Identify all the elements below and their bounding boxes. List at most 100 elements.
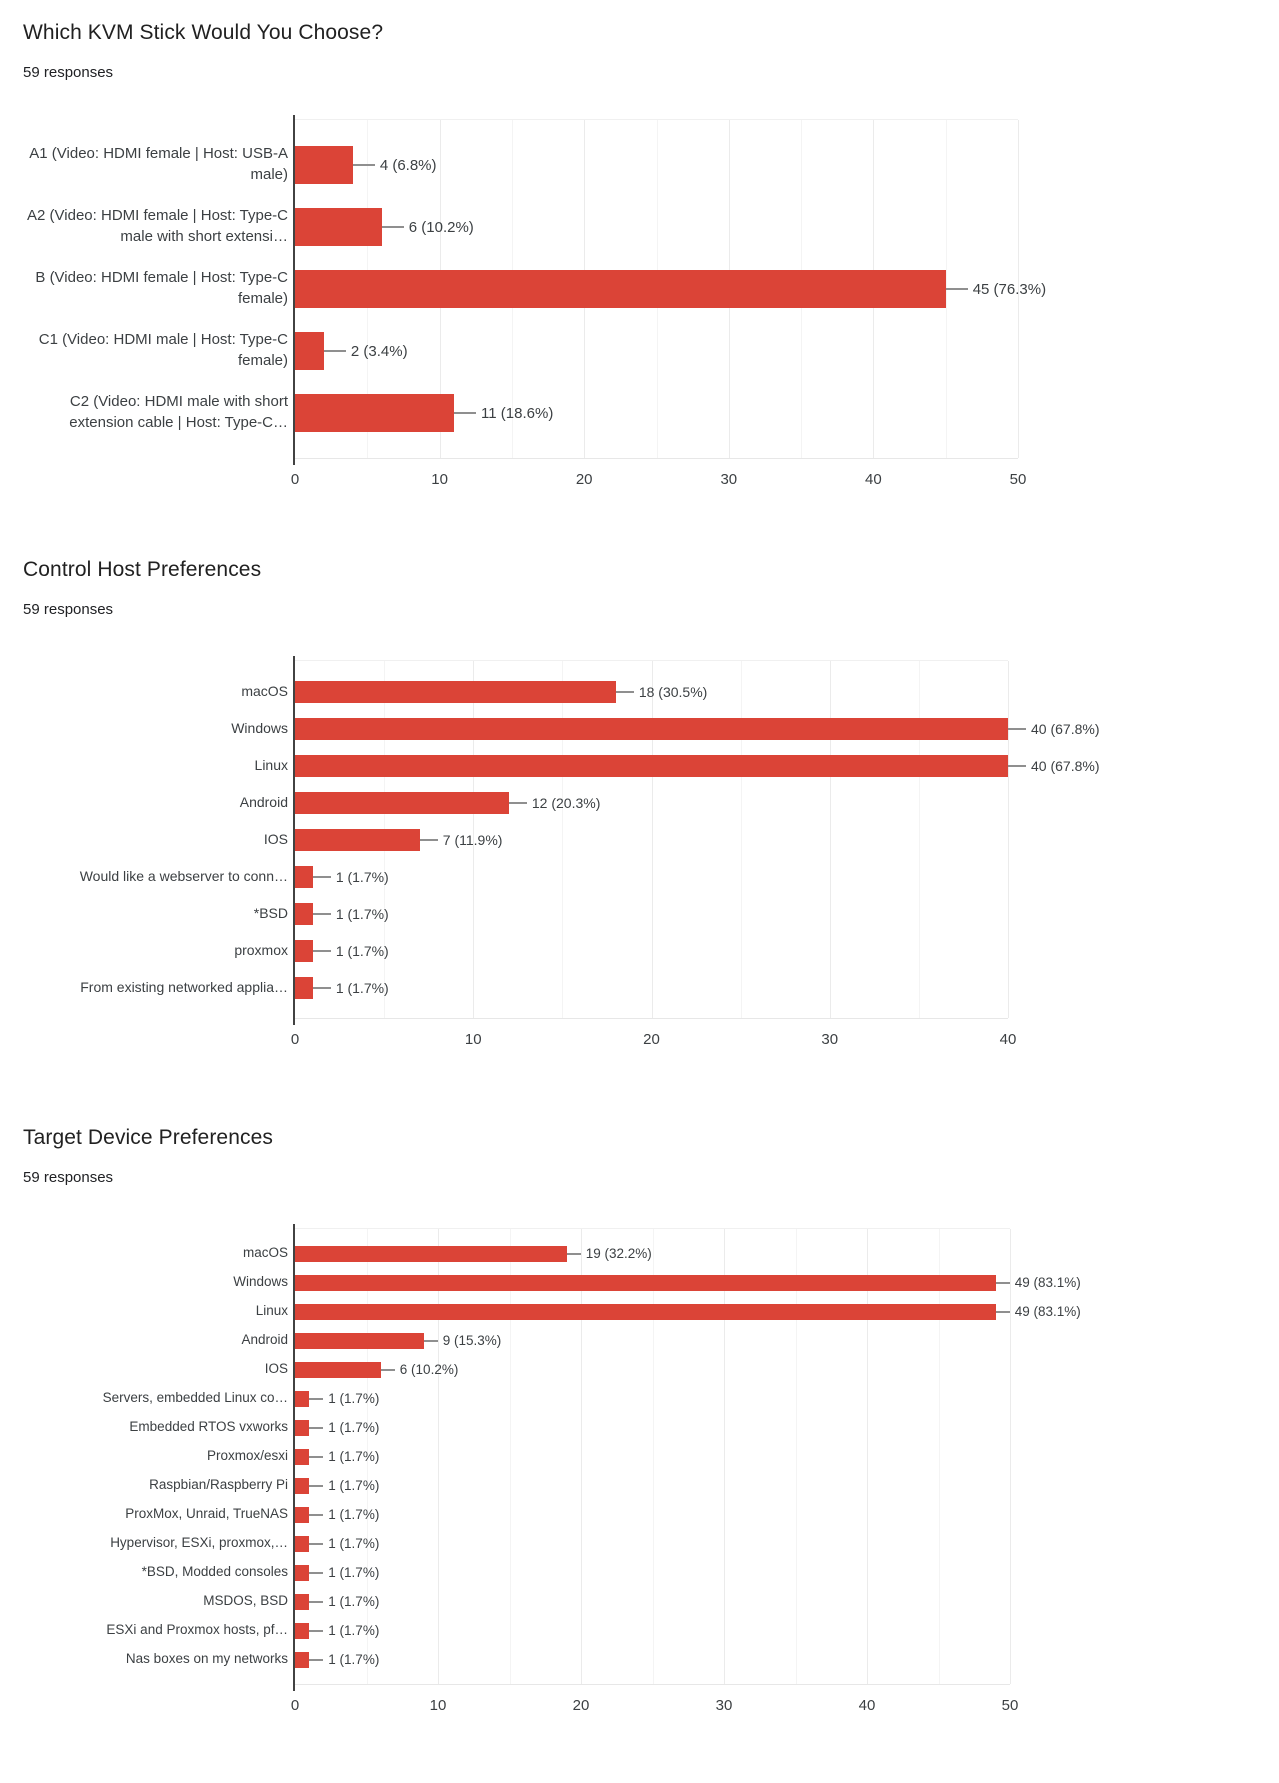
value-label: 1 (1.7%): [328, 1565, 380, 1580]
chart-section-control-host: Control Host Preferences 59 responses ma…: [23, 555, 1279, 1051]
plot-area: 19 (32.2%) 49 (83.1%) 49 (83.1%) 9 (15.3%) 6…: [293, 1224, 1081, 1691]
value-label: 1 (1.7%): [328, 1536, 380, 1551]
x-axis-tick: 50: [1001, 1697, 1019, 1714]
value-label: 45 (76.3%): [972, 280, 1047, 298]
responses-count: 59 responses: [23, 601, 114, 618]
category-label: C2 (Video: HDMI male with short extensio…: [69, 393, 288, 431]
gridline: [740, 661, 742, 1018]
bar: [295, 1419, 310, 1436]
gridline: [509, 1229, 511, 1684]
callout-line: [454, 412, 477, 414]
bar-row: 1 (1.7%): [295, 1442, 1010, 1471]
value-label: 6 (10.2%): [408, 218, 474, 236]
value-label: 1 (1.7%): [335, 979, 389, 996]
callout-line: [352, 164, 375, 166]
x-axis: 0 10 20 30 40: [291, 1031, 1017, 1051]
category-label: proxmox: [234, 941, 288, 958]
bar: [295, 332, 324, 370]
x-axis: 0 10 20 30 40 50: [291, 471, 1027, 491]
bar: [295, 1361, 381, 1378]
x-axis: 0 10 20 30 40 50: [291, 1697, 1019, 1717]
bar: [295, 828, 420, 851]
bar-row: 40 (67.8%): [295, 747, 1099, 784]
bar-row: 1 (1.7%): [295, 1384, 1010, 1413]
gridline: [918, 661, 920, 1018]
category-label: Embedded RTOS vxworks: [129, 1419, 288, 1434]
category-labels-column: macOS Windows Linux Android IOS Would like a …: [23, 660, 295, 1005]
callout-line: [380, 1368, 395, 1371]
callout-line: [309, 1658, 324, 1661]
callout-line: [312, 875, 331, 878]
bar: [295, 680, 616, 703]
value-label: 12 (20.3%): [531, 794, 601, 811]
bar-row: 1 (1.7%): [295, 1529, 1010, 1558]
x-axis-tick: 40: [858, 1697, 876, 1714]
responses-count: 59 responses: [23, 64, 114, 81]
value-label: 1 (1.7%): [328, 1391, 380, 1406]
bar: [295, 865, 313, 888]
bar: [295, 976, 313, 999]
category-label: B (Video: HDMI female | Host: Type-C fem…: [35, 269, 288, 307]
value-label: 1 (1.7%): [335, 942, 389, 959]
x-axis-tick: 20: [572, 1697, 590, 1714]
callout-line: [381, 226, 404, 228]
value-label: 1 (1.7%): [328, 1449, 380, 1464]
bar-row: 40 (67.8%): [295, 710, 1099, 747]
bar: [295, 939, 313, 962]
responses-count: 59 responses: [23, 1169, 114, 1186]
category-label: Nas boxes on my networks: [125, 1651, 288, 1666]
value-label: 18 (30.5%): [638, 683, 708, 700]
bar: [295, 1622, 310, 1639]
bar: [295, 394, 455, 432]
value-label: 9 (15.3%): [442, 1333, 502, 1348]
gridline: [867, 1229, 868, 1684]
callout-line: [312, 949, 331, 952]
value-label: 1 (1.7%): [328, 1478, 380, 1493]
callout-line: [423, 1339, 438, 1342]
x-axis-tick: 50: [1009, 471, 1027, 488]
bar: [295, 791, 509, 814]
bar-row: 1 (1.7%): [295, 1645, 1010, 1674]
bar-row: 1 (1.7%): [295, 932, 1008, 969]
bar-row: 1 (1.7%): [295, 1587, 1010, 1616]
value-label: 1 (1.7%): [335, 905, 389, 922]
bar: [295, 146, 353, 184]
chart-title: Which KVM Stick Would You Choose?: [23, 21, 384, 44]
callout-line: [995, 1281, 1010, 1284]
callout-line: [945, 288, 968, 290]
chart-section-target-device: Target Device Preferences 59 responses m…: [23, 1123, 1279, 1717]
bar: [295, 1535, 310, 1552]
bar-row: 1 (1.7%): [295, 895, 1008, 932]
category-label: Raspbian/Raspberry Pi: [149, 1477, 288, 1492]
category-labels-column: A1 (Video: HDMI female | Host: USB-A mal…: [23, 119, 295, 443]
gridline: [473, 661, 475, 1018]
chart-title: Control Host Preferences: [23, 558, 262, 581]
chart-title: Target Device Preferences: [23, 1126, 273, 1149]
category-label: Android: [241, 1332, 288, 1347]
x-axis-tick: 30: [821, 1031, 839, 1048]
gridline: [562, 661, 564, 1018]
bar: [295, 1332, 424, 1349]
bar-row: 1 (1.7%): [295, 1616, 1010, 1645]
value-label: 4 (6.8%): [379, 156, 437, 174]
category-label: From existing networked applia…: [80, 978, 288, 995]
x-axis-tick: 0: [290, 1031, 300, 1048]
callout-line: [566, 1252, 581, 1255]
value-label: 1 (1.7%): [328, 1594, 380, 1609]
bar: [295, 270, 946, 308]
y-axis-line: [293, 656, 295, 1025]
callout-line: [309, 1513, 324, 1516]
callout-line: [309, 1397, 324, 1400]
bar-row: 6 (10.2%): [295, 196, 1018, 258]
x-axis-tick: 10: [464, 1031, 482, 1048]
category-labels-column: macOS Windows Linux Android IOS Servers, embe…: [23, 1228, 295, 1673]
gridline: [652, 1229, 654, 1684]
category-label: *BSD: [253, 904, 288, 921]
category-label: C1 (Video: HDMI male | Host: Type-C fema…: [38, 331, 288, 369]
category-label: Would like a webserver to conn…: [79, 867, 288, 884]
x-axis-tick: 40: [865, 471, 882, 488]
category-label: Proxmox/esxi: [206, 1448, 288, 1463]
bar-chart: macOS Windows Linux Android IOS Servers, embe…: [23, 1224, 1279, 1717]
callout-line: [309, 1455, 324, 1458]
value-label: 11 (18.6%): [481, 404, 554, 422]
